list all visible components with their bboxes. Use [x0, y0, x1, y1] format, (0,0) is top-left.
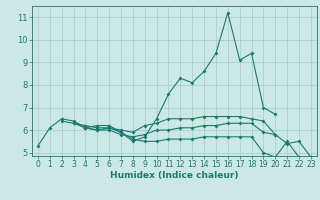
X-axis label: Humidex (Indice chaleur): Humidex (Indice chaleur): [110, 171, 239, 180]
